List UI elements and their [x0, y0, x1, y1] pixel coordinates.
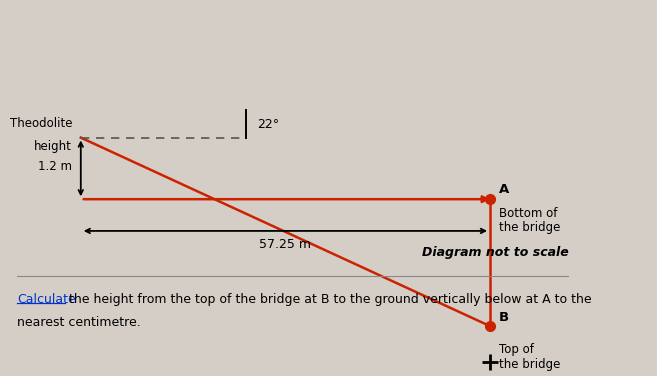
Text: 1.2 m: 1.2 m	[38, 160, 72, 173]
Text: Calculate: Calculate	[17, 293, 76, 306]
Text: the height from the top of the bridge at B to the ground vertically below at A t: the height from the top of the bridge at…	[65, 293, 592, 306]
Text: the bridge: the bridge	[499, 358, 560, 371]
Text: Diagram not to scale: Diagram not to scale	[422, 246, 568, 259]
Text: 22°: 22°	[257, 118, 279, 131]
Text: B: B	[499, 311, 509, 324]
Text: height: height	[34, 139, 72, 153]
Text: Top of: Top of	[499, 343, 534, 356]
Text: the bridge: the bridge	[499, 221, 560, 234]
Text: A: A	[499, 183, 509, 196]
Text: nearest centimetre.: nearest centimetre.	[17, 315, 141, 329]
Text: Theodolite: Theodolite	[10, 117, 72, 130]
Text: 57.25 m: 57.25 m	[260, 238, 311, 251]
Text: Bottom of: Bottom of	[499, 207, 558, 220]
